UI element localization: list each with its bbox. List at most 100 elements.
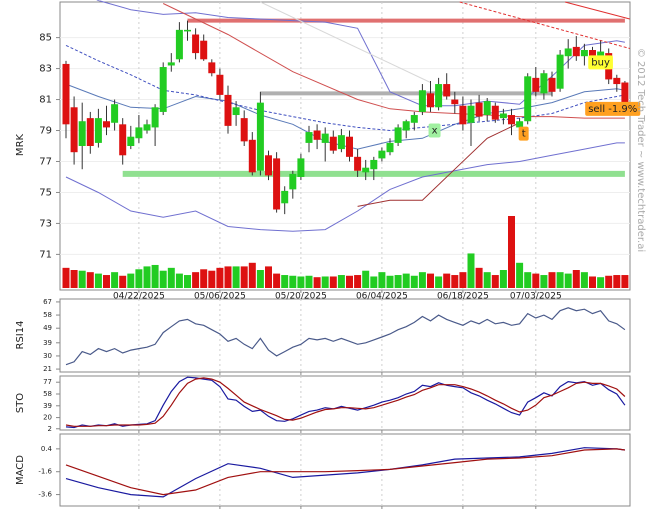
candle-body bbox=[621, 82, 629, 106]
x-tick-label: 05/06/2025 bbox=[194, 292, 246, 302]
candle-body bbox=[346, 136, 353, 157]
candle-body bbox=[370, 159, 378, 170]
candle-body bbox=[111, 104, 119, 123]
volume-bar bbox=[297, 276, 305, 288]
candle-body bbox=[427, 93, 434, 108]
candle-body bbox=[305, 132, 313, 143]
candle-body bbox=[167, 62, 175, 66]
volume-bar bbox=[524, 272, 532, 288]
y-tick-label: 58 bbox=[43, 390, 52, 398]
series-line bbox=[260, 1, 431, 83]
candle-body bbox=[491, 105, 499, 120]
volume-bar bbox=[70, 270, 78, 288]
volume-bar bbox=[370, 276, 378, 288]
volume-bar bbox=[216, 267, 224, 288]
annotation-box bbox=[588, 55, 613, 70]
candle-body bbox=[524, 76, 532, 122]
candle-body bbox=[192, 34, 200, 54]
candle-body bbox=[532, 77, 540, 92]
candle-body bbox=[256, 102, 264, 171]
candle-body bbox=[184, 29, 191, 32]
candle-body bbox=[78, 121, 86, 146]
candle-body bbox=[159, 67, 167, 112]
volume-bar bbox=[483, 272, 491, 288]
candle-body bbox=[94, 118, 102, 143]
rsi-panel bbox=[59, 298, 631, 373]
candle-body bbox=[143, 124, 151, 131]
volume-bar bbox=[410, 275, 418, 288]
volume-bar bbox=[329, 276, 337, 288]
volume-bar bbox=[265, 266, 272, 288]
volume-bar bbox=[192, 272, 200, 288]
volume-bar bbox=[313, 277, 321, 288]
x-tick-label: 04/22/2025 bbox=[113, 292, 165, 302]
volume-bar bbox=[256, 270, 264, 288]
y-tick-label: 30 bbox=[43, 352, 52, 360]
volume-bar bbox=[572, 270, 580, 288]
volume-bar bbox=[321, 276, 329, 288]
annotation-label: sell -1.9% bbox=[588, 104, 637, 115]
candle-body bbox=[475, 102, 483, 117]
candle-body bbox=[313, 130, 321, 140]
annotation-box bbox=[585, 101, 641, 116]
volume-bar bbox=[273, 273, 281, 288]
series-line bbox=[65, 142, 625, 232]
candle-body bbox=[556, 54, 564, 89]
candle-body bbox=[62, 63, 70, 125]
candle-body bbox=[248, 139, 256, 173]
y-tick-label: 77 bbox=[43, 378, 52, 386]
candle-body bbox=[459, 105, 467, 125]
candle-body bbox=[151, 107, 159, 128]
volume-bar bbox=[86, 272, 94, 288]
volume-bar bbox=[621, 275, 629, 288]
candle-body bbox=[418, 90, 426, 112]
y-tick-label: 2 bbox=[48, 425, 52, 433]
y-tick-label: 0.4 bbox=[41, 445, 53, 453]
candle-body bbox=[499, 113, 507, 119]
volume-bar bbox=[281, 275, 289, 288]
candle-body bbox=[240, 118, 248, 142]
axis-label: STO bbox=[15, 393, 26, 413]
candle-body bbox=[200, 40, 208, 60]
volume-bar bbox=[564, 273, 572, 288]
series-line bbox=[162, 3, 625, 119]
candle-body bbox=[297, 158, 305, 177]
volume-bar bbox=[78, 270, 86, 288]
annotation-label: x bbox=[432, 126, 438, 137]
y-tick-label: -3.6 bbox=[38, 491, 52, 499]
candle-body bbox=[289, 173, 297, 190]
series-line bbox=[65, 307, 626, 366]
volume-bar bbox=[418, 272, 426, 288]
y-tick-label: 85 bbox=[39, 33, 52, 44]
y-tick-label: 58 bbox=[43, 311, 52, 319]
volume-bar bbox=[337, 275, 345, 288]
volume-bar bbox=[143, 266, 151, 288]
annotation-box bbox=[518, 126, 529, 141]
volume-bar bbox=[248, 262, 256, 288]
candle-body bbox=[321, 133, 329, 143]
candle-body bbox=[273, 158, 281, 210]
volume-bar bbox=[119, 275, 127, 288]
volume-bar bbox=[613, 275, 621, 288]
axis-label: MRK bbox=[15, 133, 26, 156]
candle-body bbox=[435, 84, 443, 108]
volume-bar bbox=[386, 275, 394, 288]
candle-body bbox=[362, 167, 370, 173]
volume-bar bbox=[427, 273, 434, 288]
candle-body bbox=[386, 142, 394, 153]
series-line bbox=[357, 122, 520, 207]
x-tick-label: 05/20/2025 bbox=[275, 292, 327, 302]
candle-body bbox=[329, 136, 337, 151]
volume-bar bbox=[127, 273, 135, 288]
candle-body bbox=[119, 124, 127, 156]
volume-bar bbox=[354, 275, 362, 288]
y-tick-label: 75 bbox=[39, 187, 52, 198]
volume-bar bbox=[435, 276, 443, 288]
candle-body bbox=[70, 107, 78, 153]
volume-bar bbox=[208, 270, 216, 288]
candle-body bbox=[354, 156, 362, 171]
volume-bar bbox=[224, 266, 232, 288]
candle-body bbox=[232, 107, 240, 116]
